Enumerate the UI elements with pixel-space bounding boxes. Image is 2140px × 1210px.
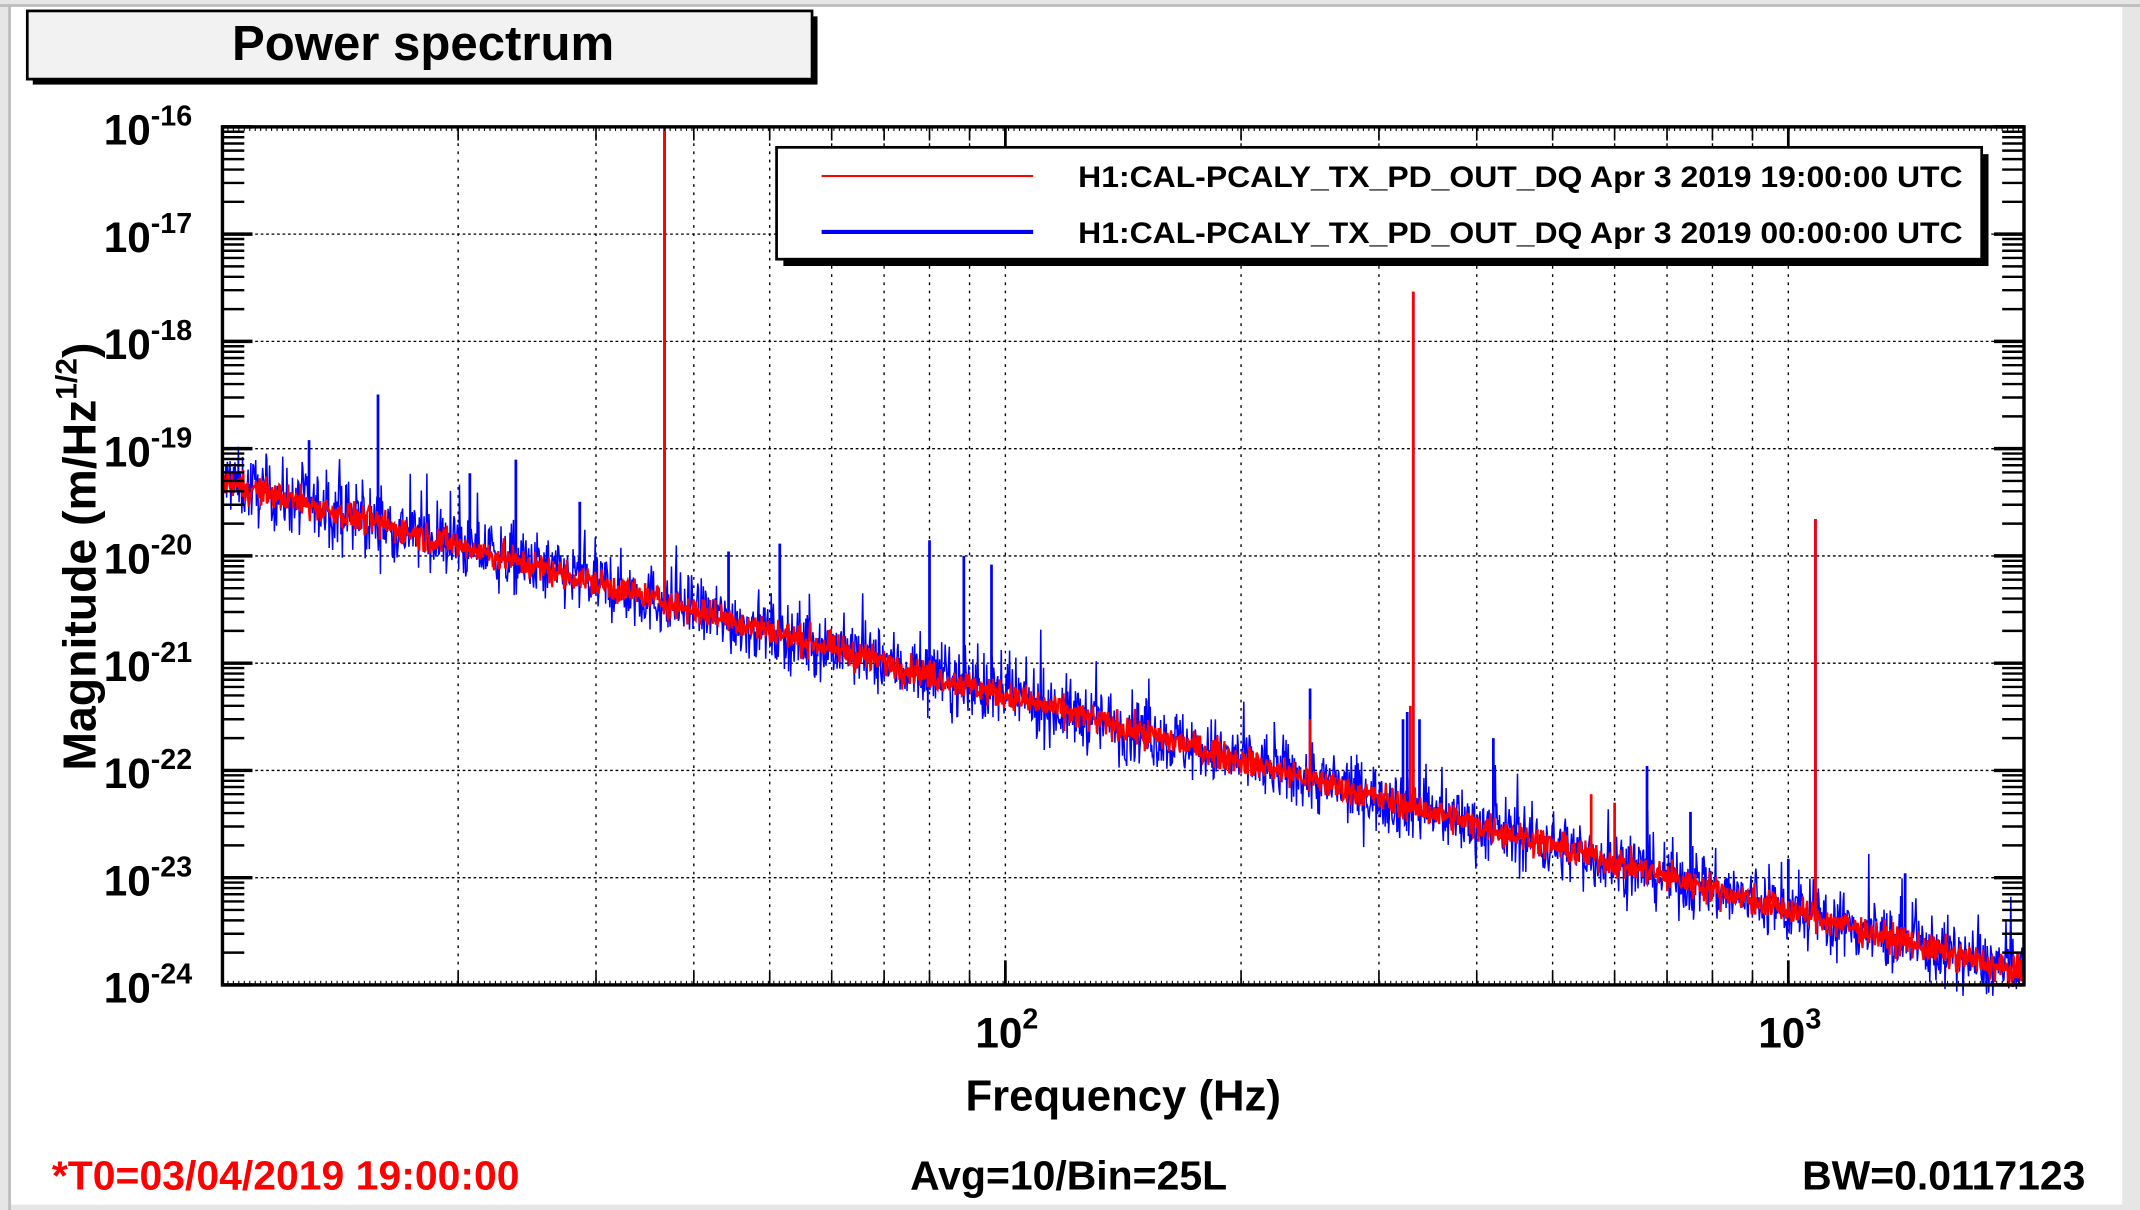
plot-frame	[220, 125, 2026, 987]
y-axis-title: Magnitude (m/Hz1/2)	[50, 343, 105, 771]
axes: 10-1610-1710-1810-1910-2010-2110-2210-23…	[104, 101, 2026, 1057]
legend: H1:CAL-PCALY_TX_PD_OUT_DQ Apr 3 2019 19:…	[775, 145, 1989, 267]
y-tick-label-base: 10	[104, 857, 151, 904]
chart-title: Power spectrum	[232, 17, 614, 71]
y-tick-label-exp: -17	[151, 208, 192, 240]
y-tick-label-base: 10	[104, 321, 151, 368]
y-tick-label-exp: -20	[151, 530, 192, 562]
x-tick-label-exp: 3	[1805, 1004, 1821, 1036]
y-tick-label-exp: -23	[151, 851, 192, 883]
y-tick-label-base: 10	[104, 107, 151, 154]
y-axis-title-sup: 1/2	[50, 358, 83, 400]
y-axis-title-text: Magnitude (m/Hz	[54, 400, 106, 771]
y-tick-label-base: 10	[104, 536, 151, 583]
avg-bin-label: Avg=10/Bin=25L	[910, 1153, 1227, 1199]
t0-label: *T0=03/04/2019 19:00:00	[52, 1153, 520, 1199]
legend-entry-red: H1:CAL-PCALY_TX_PD_OUT_DQ Apr 3 2019 19:…	[1078, 161, 1962, 194]
y-tick-label: 10-23	[104, 851, 192, 904]
legend-entry-blue: H1:CAL-PCALY_TX_PD_OUT_DQ Apr 3 2019 00:…	[1078, 217, 1962, 250]
y-tick-label-exp: -19	[151, 422, 192, 454]
y-tick-label: 10-20	[104, 530, 192, 583]
traces	[221, 126, 2025, 996]
series-trace-red	[221, 466, 2025, 988]
y-tick-label-exp: -18	[151, 315, 192, 347]
y-tick-label: 10-19	[104, 422, 192, 475]
y-tick-label-base: 10	[104, 750, 151, 797]
x-axis-title: Frequency (Hz)	[966, 1071, 1281, 1120]
y-tick-label-exp: -16	[151, 101, 192, 133]
x-tick-label-base: 10	[975, 1010, 1022, 1057]
x-tick-label: 103	[1758, 1004, 1821, 1057]
y-tick-label-base: 10	[104, 965, 151, 1012]
y-tick-label: 10-22	[104, 744, 192, 797]
title-box: Power spectrum	[25, 9, 818, 85]
bandwidth-label: BW=0.0117123	[1802, 1153, 2085, 1199]
y-tick-label-exp: -22	[151, 744, 192, 776]
y-tick-label-exp: -21	[151, 637, 192, 669]
y-tick-label-base: 10	[104, 643, 151, 690]
y-tick-label: 10-18	[104, 315, 193, 368]
y-tick-label: 10-16	[104, 101, 192, 154]
x-tick-label: 102	[975, 1004, 1038, 1057]
x-tick-label-exp: 2	[1022, 1004, 1038, 1036]
y-tick-label: 10-21	[104, 637, 193, 690]
y-axis-title-close: )	[54, 343, 106, 358]
x-tick-label-base: 10	[1758, 1010, 1805, 1057]
y-tick-label-base: 10	[104, 214, 151, 261]
y-tick-label-exp: -24	[151, 959, 192, 991]
y-tick-label: 10-17	[104, 208, 192, 261]
y-tick-label: 10-24	[104, 959, 193, 1012]
y-tick-label-base: 10	[104, 428, 151, 475]
